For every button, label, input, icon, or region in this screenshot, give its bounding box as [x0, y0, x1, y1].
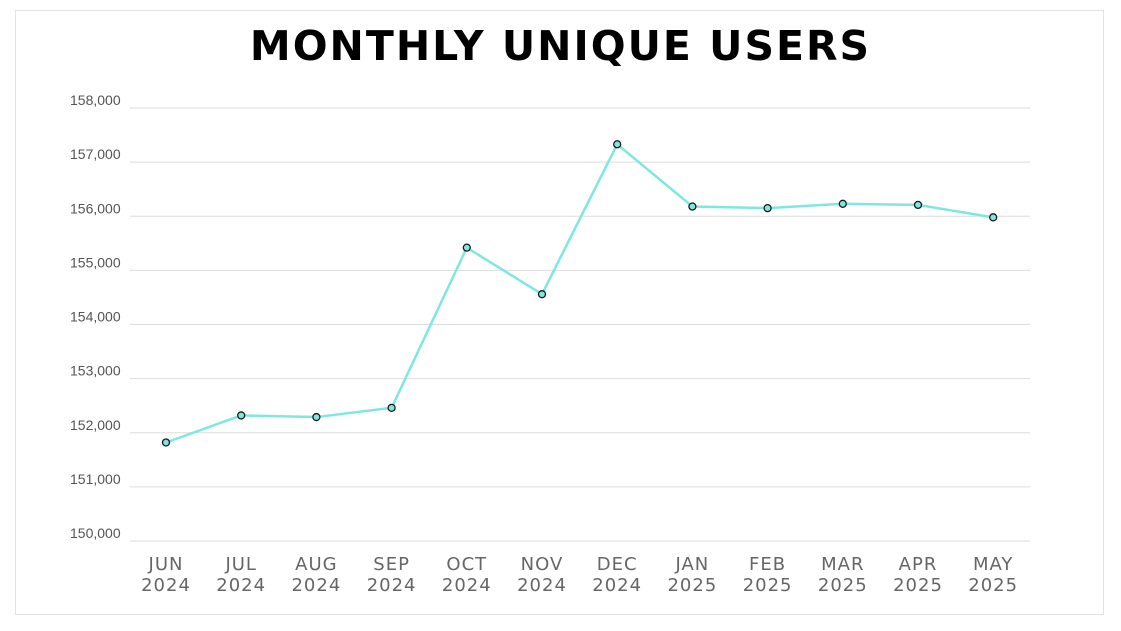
data-point: [838, 199, 847, 208]
x-tick-label: AUG 2024: [291, 554, 341, 596]
y-tick-label: 153,000: [70, 363, 121, 379]
x-tick-label: FEB 2025: [743, 554, 793, 596]
x-tick-label: JUL 2024: [216, 554, 266, 596]
x-tick-label: OCT 2024: [442, 554, 492, 596]
x-tick-label: NOV 2024: [517, 554, 567, 596]
x-axis-tick-labels: JUN 2024 JUL 2024 AUG 2024 SEP 2024 OCT 2024 NOV 20…: [141, 554, 1018, 596]
y-tick-label: 150,000: [70, 525, 121, 541]
chart-frame: [15, 10, 1104, 615]
data-point: [763, 203, 772, 213]
y-tick-label: 151,000: [70, 471, 121, 487]
series-line: [165, 143, 994, 444]
data-point: [161, 438, 171, 447]
y-tick-label: 156,000: [70, 200, 121, 216]
data-point: [913, 200, 923, 210]
data-point: [537, 290, 547, 299]
chart-title: MONTHLY UNIQUE USERS: [249, 22, 872, 70]
data-point: [613, 140, 622, 149]
x-tick-label: JUN 2024: [141, 554, 191, 596]
x-tick-label: DEC 2024: [592, 554, 642, 596]
data-point: [237, 411, 246, 420]
y-tick-label: 154,000: [70, 309, 121, 325]
y-tick-label: 155,000: [70, 254, 121, 270]
x-tick-label: MAR 2025: [818, 554, 868, 596]
data-point: [688, 202, 697, 211]
y-tick-label: 158,000: [70, 92, 121, 108]
x-tick-label: APR 2025: [893, 554, 943, 596]
y-tick-label: 152,000: [70, 417, 121, 433]
series-lines: [165, 143, 994, 444]
y-tick-label: 157,000: [70, 146, 121, 162]
data-point: [989, 213, 998, 222]
x-tick-label: MAY 2025: [968, 554, 1018, 596]
y-axis-tick-labels: 150,000 151,000 152,000 153,000 154,000 155,0…: [70, 92, 121, 541]
x-tick-label: SEP 2024: [367, 554, 417, 596]
data-point: [387, 403, 396, 413]
data-point: [462, 243, 471, 252]
x-tick-label: JAN 2025: [667, 554, 717, 596]
data-point: [312, 412, 321, 422]
gridlines: [130, 107, 1030, 542]
data-points: [161, 140, 998, 447]
